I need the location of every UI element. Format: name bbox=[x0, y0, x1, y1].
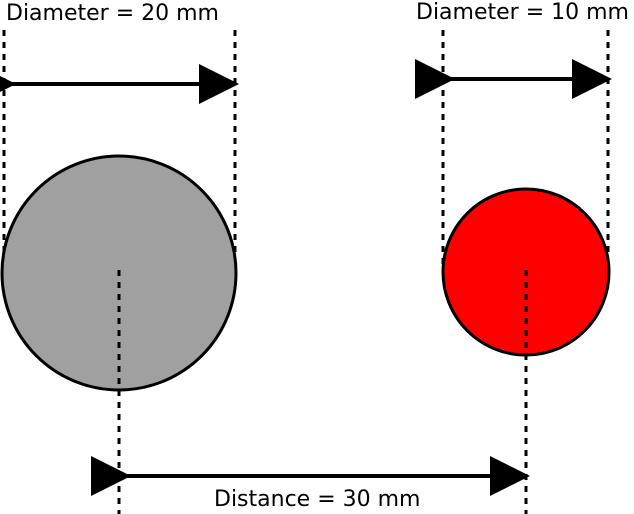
distance-label: Distance = 30 mm bbox=[214, 487, 421, 512]
left-diameter-label: Diameter = 20 mm bbox=[6, 1, 219, 26]
right-diameter-label: Diameter = 10 mm bbox=[416, 0, 629, 25]
